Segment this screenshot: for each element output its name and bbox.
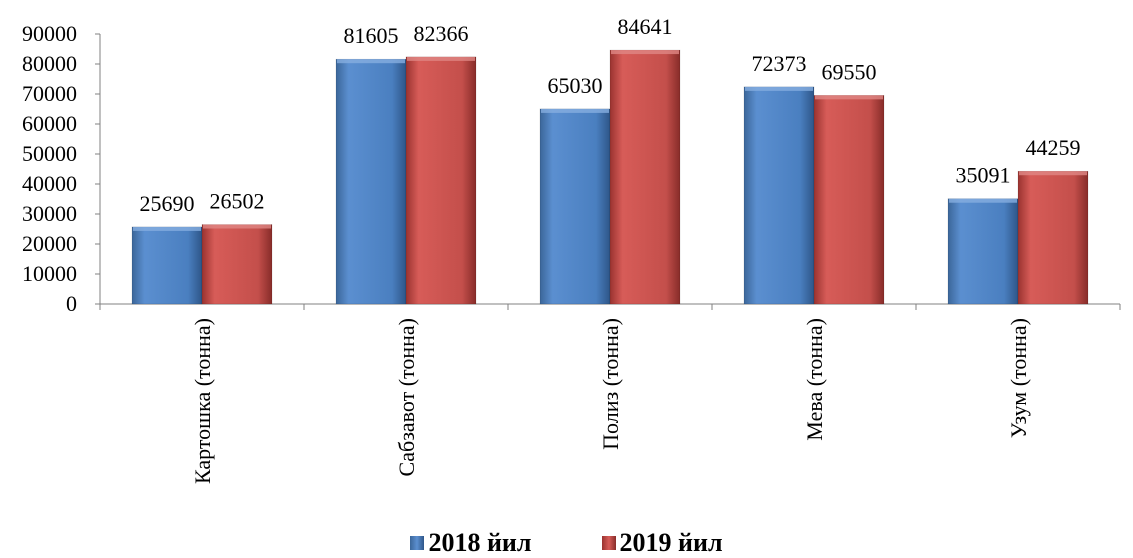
x-tick-label: Полиз (тонна) [598, 318, 623, 450]
bar-2018 [947, 198, 1019, 305]
bar-2019 [201, 224, 273, 305]
bar-top-highlight [949, 198, 1017, 203]
bars [131, 49, 1089, 305]
y-tick-label: 70000 [22, 81, 77, 106]
data-label: 81605 [344, 23, 399, 48]
y-tick-label: 0 [66, 291, 77, 316]
bar-2019 [405, 56, 477, 305]
x-tick-label: Мева (тонна) [802, 318, 827, 441]
legend-item-2018: 2018 йил [410, 528, 532, 557]
data-label: 69550 [822, 59, 877, 84]
legend-swatch-2019 [601, 536, 616, 550]
y-tick-label: 60000 [22, 111, 77, 136]
y-tick-label: 10000 [22, 261, 77, 286]
bar-2018 [131, 226, 203, 305]
bar-2019 [609, 49, 681, 305]
bar-top-highlight [1019, 171, 1087, 176]
bar-top-highlight [815, 95, 883, 100]
y-tick-label: 30000 [22, 201, 77, 226]
data-label: 35091 [956, 163, 1011, 188]
data-label: 25690 [140, 191, 195, 216]
bar-top-highlight [337, 59, 405, 64]
bar-top-highlight [745, 86, 813, 91]
y-tick-label: 90000 [22, 21, 77, 46]
legend: 2018 йил 2019 йил [0, 528, 1133, 558]
bar-top-highlight [611, 50, 679, 55]
bar-top-highlight [203, 224, 271, 229]
data-label: 84641 [618, 14, 673, 39]
x-axis: Картошка (тонна) Сабзавот (тонна) Полиз (т… [99, 303, 1121, 484]
bar-top-highlight [133, 226, 201, 231]
data-label: 65030 [548, 73, 603, 98]
x-tick-label: Сабзавот (тонна) [394, 318, 419, 476]
data-label: 44259 [1026, 135, 1081, 160]
legend-swatch-2018 [410, 536, 425, 550]
bar-2018 [335, 58, 407, 305]
data-label: 82366 [414, 21, 469, 46]
data-label: 72373 [752, 51, 807, 76]
y-tick-label: 20000 [22, 231, 77, 256]
y-axis: 0 10000 20000 30000 40000 50000 60000 70000 8000… [22, 21, 101, 316]
chart: 0 10000 20000 30000 40000 50000 60000 70000 8000… [22, 14, 1121, 484]
x-tick-label: Картошка (тонна) [190, 318, 215, 484]
bar-top-highlight [541, 108, 609, 113]
x-tick-label: Узум (тонна) [1006, 318, 1031, 438]
data-label: 26502 [210, 188, 265, 213]
bar-2019 [813, 95, 885, 305]
legend-label-2018: 2018 йил [428, 528, 532, 557]
bar-top-highlight [407, 56, 475, 61]
bar-2018 [539, 108, 611, 305]
data-labels: 25690 81605 65030 72373 35091 26502 82366 84641… [140, 14, 1081, 216]
y-tick-label: 80000 [22, 51, 77, 76]
bar-2018 [743, 86, 815, 305]
legend-item-2019: 2019 йил [601, 528, 723, 557]
legend-label-2019: 2019 йил [619, 528, 723, 557]
bar-2019 [1017, 170, 1089, 305]
y-tick-label: 50000 [22, 141, 77, 166]
y-tick-label: 40000 [22, 171, 77, 196]
